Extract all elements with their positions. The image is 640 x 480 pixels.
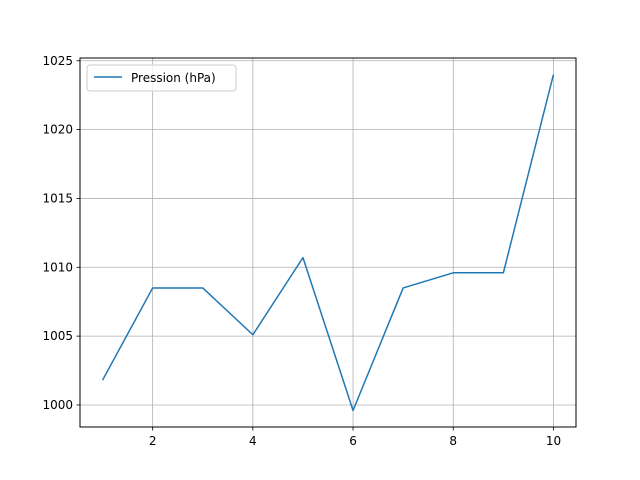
y-tick-label: 1015: [42, 191, 73, 205]
axes-frame: [79, 57, 577, 428]
x-tick-label: 8: [449, 434, 457, 448]
y-tick-label: 1020: [42, 123, 73, 137]
legend-box: [86, 64, 237, 92]
legend: Pression (hPa): [86, 64, 237, 92]
x-tick-label: 10: [546, 434, 561, 448]
y-tick-label: 1025: [42, 54, 73, 68]
legend-label: Pression (hPa): [131, 71, 216, 85]
x-tick-label: 2: [149, 434, 157, 448]
series-line: [101, 74, 555, 412]
series-layer: [101, 74, 555, 412]
ticks: 2 4 6 8 10 1000 1005 1010 1015 1020 1025: [42, 54, 561, 448]
grid: [80, 58, 576, 427]
y-tick-label: 1005: [42, 329, 73, 343]
y-tick-label: 1000: [42, 398, 73, 412]
x-tick-label: 6: [349, 434, 357, 448]
x-tick-label: 4: [249, 434, 257, 448]
y-tick-label: 1010: [42, 260, 73, 274]
